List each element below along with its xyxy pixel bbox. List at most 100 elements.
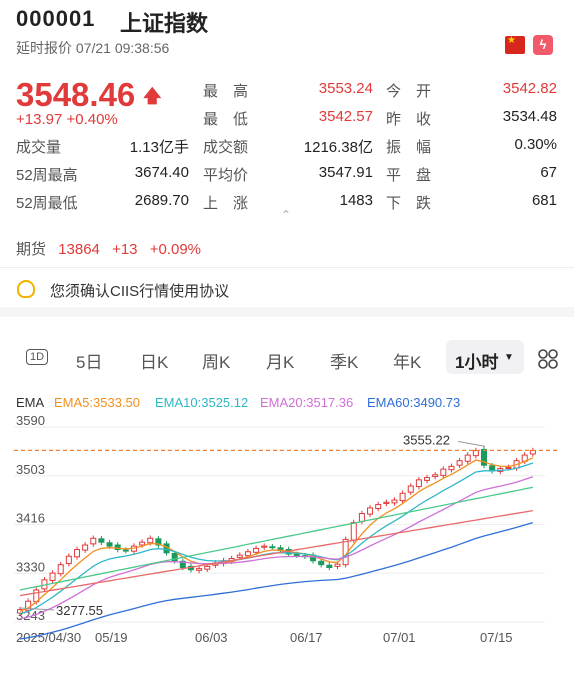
futures-row[interactable]: 期货 13864 +13 +0.09%	[16, 238, 201, 259]
candle-body	[350, 522, 357, 541]
volume-value: 1.13亿手	[129, 139, 189, 156]
candle-body	[448, 465, 455, 471]
change-percent: +0.40%	[66, 111, 118, 128]
price-change: +13.97 +0.40%	[16, 111, 118, 128]
max-price-label: 3555.22	[403, 432, 450, 447]
x-tick-label: 05/19	[95, 630, 128, 645]
x-tick-label: 06/03	[195, 630, 228, 645]
y-tick-label: 3503	[16, 462, 45, 477]
kline-chart[interactable]: 3590 3503 3416 3330 3243 2025/04/30 05/19 06/03…	[0, 415, 574, 680]
x-tick-label: 06/17	[290, 630, 323, 645]
open-value: 3542.82	[502, 80, 557, 97]
ema-label: EMA	[16, 395, 45, 410]
stock-code: 000001	[16, 6, 96, 31]
x-tick-label: 07/15	[480, 630, 513, 645]
tab-1hour[interactable]: 1小时	[455, 353, 499, 372]
candle-body	[244, 551, 251, 557]
lightbulb-icon	[17, 280, 35, 298]
candle-body	[261, 545, 268, 548]
average-price-label: 平均价	[203, 167, 249, 184]
section-separator	[0, 307, 574, 317]
ciis-notice[interactable]: 您须确认CIIS行情使用协议	[50, 283, 230, 300]
tab-active-bg	[446, 340, 524, 374]
candle-body	[529, 450, 536, 455]
tab-quarterly-k[interactable]: 季K	[330, 353, 359, 372]
open-label: 今 开	[386, 83, 432, 100]
min-price-label: 3277.55	[56, 603, 103, 618]
divider	[0, 267, 574, 268]
candle-body	[505, 466, 512, 469]
candle-body	[204, 565, 211, 570]
grid-icon[interactable]	[538, 349, 558, 369]
current-price: 3548.46	[16, 76, 136, 113]
tab-weekly-k[interactable]: 周K	[202, 353, 231, 372]
advancers-label: 上 涨	[203, 195, 249, 212]
candle-body	[269, 546, 276, 549]
candle-body	[147, 537, 154, 544]
ema60-value: EMA60:3490.73	[367, 395, 461, 410]
candle-body	[407, 485, 414, 493]
decliners-value: 681	[531, 192, 557, 209]
futures-change: +13	[112, 241, 138, 258]
stock-name: 上证指数	[120, 11, 209, 36]
low-label: 最 低	[203, 111, 249, 128]
candle-body	[334, 563, 341, 567]
candle-body	[236, 554, 243, 558]
candle-body	[57, 564, 64, 575]
tab-daily-k[interactable]: 日K	[140, 353, 169, 372]
prev-close-value: 3534.48	[502, 108, 557, 125]
candle-body	[17, 609, 23, 614]
candle-body	[155, 538, 162, 546]
y-tick-label: 3416	[16, 511, 45, 526]
ema60-line	[19, 521, 534, 640]
low52-value: 2689.70	[134, 192, 189, 209]
y-tick-label: 3330	[16, 559, 45, 574]
amount-label: 成交额	[203, 139, 249, 156]
candle-body	[432, 474, 439, 477]
candle-body	[49, 572, 56, 581]
candle-body	[415, 479, 422, 488]
candle-body	[122, 549, 129, 552]
candle-body	[472, 450, 479, 457]
candle-body	[73, 549, 80, 558]
candle-body	[293, 554, 300, 557]
candle-body	[179, 560, 186, 568]
candle-body	[318, 560, 325, 566]
candle-body	[326, 564, 333, 568]
collapse-chevron-icon[interactable]: ⌃	[281, 208, 292, 222]
amount-value: 1216.38亿	[303, 139, 373, 156]
candle-body	[440, 468, 447, 476]
dropdown-caret-icon[interactable]: ▼	[504, 352, 514, 363]
y-tick-label: 3243	[16, 608, 45, 623]
candle-body	[358, 513, 365, 522]
x-tick-label: 07/01	[383, 630, 416, 645]
tab-yearly-k[interactable]: 年K	[393, 353, 422, 372]
tab-5day[interactable]: 5日	[76, 353, 103, 372]
tab-1d[interactable]: 1D	[26, 349, 49, 365]
futures-percent: +0.09%	[149, 241, 201, 258]
candle-body	[383, 501, 390, 504]
candle-body	[464, 454, 471, 462]
amplitude-value: 0.30%	[514, 136, 557, 153]
china-flag-icon[interactable]	[505, 35, 525, 54]
candle-body	[98, 538, 105, 543]
ema-long-red-line	[19, 509, 534, 597]
ema20-line	[19, 476, 534, 620]
ema10-value: EMA10:3525.12	[155, 395, 249, 410]
average-price-value: 3547.91	[318, 164, 373, 181]
candle-body	[481, 448, 488, 466]
min-price-pointer	[19, 607, 55, 611]
candle-body	[106, 542, 113, 547]
candle-body	[65, 555, 72, 565]
ema5-value: EMA5:3533.50	[54, 395, 141, 410]
ema20-value: EMA20:3517.36	[260, 395, 354, 410]
amplitude-label: 振 幅	[386, 139, 432, 156]
candle-body	[375, 504, 382, 509]
lightning-icon[interactable]: ϟ	[533, 35, 553, 55]
futures-value: 13864	[58, 241, 100, 258]
advancers-value: 1483	[339, 192, 373, 209]
tab-monthly-k[interactable]: 月K	[266, 353, 295, 372]
high-label: 最 高	[203, 83, 249, 100]
futures-label: 期货	[16, 241, 47, 258]
high52-value: 3674.40	[134, 164, 189, 181]
